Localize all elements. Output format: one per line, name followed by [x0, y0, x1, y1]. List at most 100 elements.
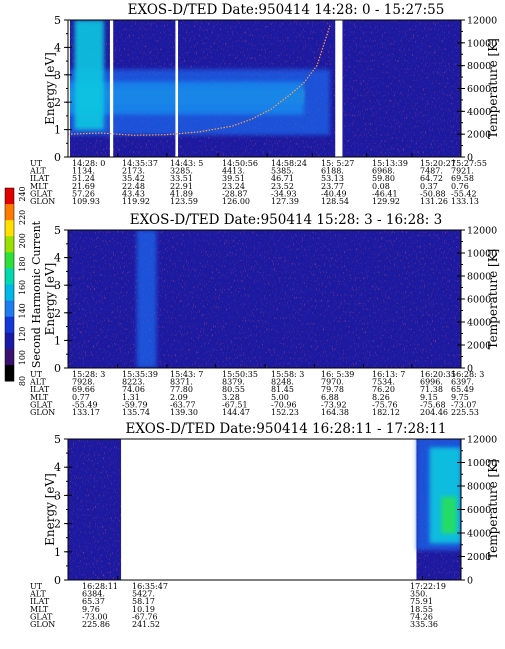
cell-mlt: 9.75 — [451, 393, 469, 402]
panel-title: EXOS-D/TED Date:950414 14:28: 0 - 15:27:… — [128, 2, 445, 18]
y-tick-label: 4 — [54, 41, 61, 54]
y-tick-label: 0 — [54, 362, 61, 375]
cell-mlt: 8.26 — [372, 393, 390, 402]
cell-glat: -40.49 — [321, 189, 347, 198]
y-tick-label: 0 — [54, 574, 61, 587]
cell-mlt: 0.08 — [372, 182, 390, 191]
y-tick-label: 5 — [54, 433, 61, 446]
row-label-glon: GLON — [30, 197, 55, 206]
y2-tick-label: 0 — [467, 364, 473, 375]
cell-ut: 15:27:55 — [451, 159, 487, 168]
cell-glat: 74.26 — [410, 612, 433, 621]
cell-alt: 7534. — [372, 378, 395, 387]
data-gap-0 — [68, 20, 70, 157]
cell-glat: -46.41 — [372, 189, 398, 198]
cell-ilat: 59.80 — [372, 174, 395, 183]
cell-glon: 123.59 — [170, 197, 198, 206]
cell-alt: 8371. — [170, 378, 193, 387]
cell-mlt: 1.31 — [122, 393, 140, 402]
spectrogram — [68, 20, 461, 157]
cell-glat: -50.88 — [420, 189, 446, 198]
cell-ilat: 51.24 — [72, 174, 95, 183]
cell-ut: 15:28: 3 — [72, 370, 105, 379]
colorbar-segment — [5, 236, 14, 253]
row-label-mlt: MLT — [30, 393, 49, 402]
colorbar-segment — [5, 188, 14, 205]
panel-1: EXOS-D/TED Date:950414 14:28: 0 - 15:27:… — [29, 2, 500, 206]
y2-tick-label: 4000 — [467, 318, 491, 329]
band-green-2 — [441, 496, 457, 534]
temperature-curve — [68, 25, 331, 136]
cell-ut: 14:35:37 — [122, 159, 158, 168]
cell-alt: 8248. — [271, 378, 294, 387]
y2-tick-label: 4000 — [467, 529, 491, 540]
cell-alt: 5385. — [271, 167, 294, 176]
y2-tick-label: 8000 — [467, 272, 491, 283]
colorbar-frame — [4, 187, 15, 382]
colorbar-tick-label: 80 — [18, 376, 27, 386]
cell-ilat: 64.72 — [420, 174, 443, 183]
cell-glon: 133.13 — [451, 197, 479, 206]
cell-glat: -75.68 — [420, 400, 446, 409]
cell-ilat: 69.58 — [451, 174, 474, 183]
colorbar-tick-label: 140 — [18, 303, 27, 318]
cell-glon: 128.54 — [321, 197, 349, 206]
cell-alt: 6996. — [420, 378, 443, 387]
cell-ilat: 76.20 — [372, 385, 395, 394]
cell-glat: -55.42 — [451, 189, 477, 198]
y2-tick-label: 10000 — [467, 249, 497, 260]
cell-mlt: 23.52 — [271, 182, 294, 191]
cell-alt: 7921. — [451, 167, 474, 176]
cell-ut: 14:58:24 — [271, 159, 307, 168]
cell-mlt: 23.77 — [321, 182, 344, 191]
cell-mlt: 5.00 — [271, 393, 289, 402]
cell-ut: 15:58: 3 — [271, 370, 304, 379]
cell-mlt: 3.28 — [222, 393, 240, 402]
cell-glon: 135.74 — [122, 408, 150, 417]
row-label-glon: GLON — [30, 620, 55, 629]
panel-title: EXOS-D/TED Date:950414 15:28: 3 - 16:28:… — [130, 212, 442, 228]
cell-alt: 6968. — [372, 167, 395, 176]
y2-tick-label: 12000 — [467, 226, 497, 237]
cell-glon: 204.46 — [420, 408, 448, 417]
y-tick-label: 1 — [54, 334, 61, 347]
cell-glon: 144.47 — [222, 408, 250, 417]
cell-ut: 14:50:56 — [222, 159, 258, 168]
cell-glon: 126.00 — [222, 197, 250, 206]
colorbar-segment — [5, 268, 14, 285]
y-axis-label: Energy [eV] — [43, 52, 57, 125]
cell-ilat: 39.51 — [222, 174, 245, 183]
cell-ut: 16: 5:39 — [321, 370, 354, 379]
panel-title: EXOS-D/TED Date:950414 16:28:11 - 17:28:… — [125, 421, 446, 437]
row-label-ilat: ILAT — [30, 597, 50, 606]
cell-ilat: 65.49 — [451, 385, 474, 394]
cell-ilat: 46.71 — [271, 174, 294, 183]
y2-tick-label: 4000 — [467, 107, 491, 118]
cell-alt: 6397. — [451, 378, 474, 387]
band-cyan-4 — [74, 20, 105, 130]
y2-tick-label: 2000 — [467, 130, 491, 141]
y-axis-label: Energy [eV] — [43, 473, 57, 546]
cell-ut: 16:20:35 — [420, 370, 456, 379]
y-tick-label: 5 — [54, 14, 61, 27]
band-blue-0 — [136, 230, 157, 368]
ephemeris-table: UT 14:28: 0 14:35:37 14:43: 5 14:50:56 14:58:… — [29, 159, 487, 206]
y2-tick-label: 12000 — [467, 435, 497, 446]
row-label-mlt: MLT — [30, 605, 49, 614]
cell-ut: 16:28: 3 — [451, 370, 484, 379]
y-tick-label: 3 — [54, 279, 61, 292]
cell-glat: -28.87 — [222, 189, 248, 198]
cell-alt: 2173. — [122, 167, 145, 176]
cell-mlt: 18.55 — [410, 605, 433, 614]
cell-glat: 41.89 — [170, 189, 193, 198]
cell-ilat: 71.38 — [420, 385, 443, 394]
cell-ut: 15:50:35 — [222, 370, 258, 379]
panel-3: EXOS-D/TED Date:950414 16:28:11 - 17:28:… — [29, 421, 500, 629]
cell-glat: -75.76 — [372, 400, 398, 409]
row-label-glon: GLON — [30, 408, 55, 417]
y-tick-label: 2 — [54, 518, 61, 531]
y-tick-label: 1 — [54, 546, 61, 559]
y2-tick-label: 8000 — [467, 61, 491, 72]
colorbar-tick-label: 200 — [18, 233, 27, 248]
plot-area — [68, 439, 461, 580]
